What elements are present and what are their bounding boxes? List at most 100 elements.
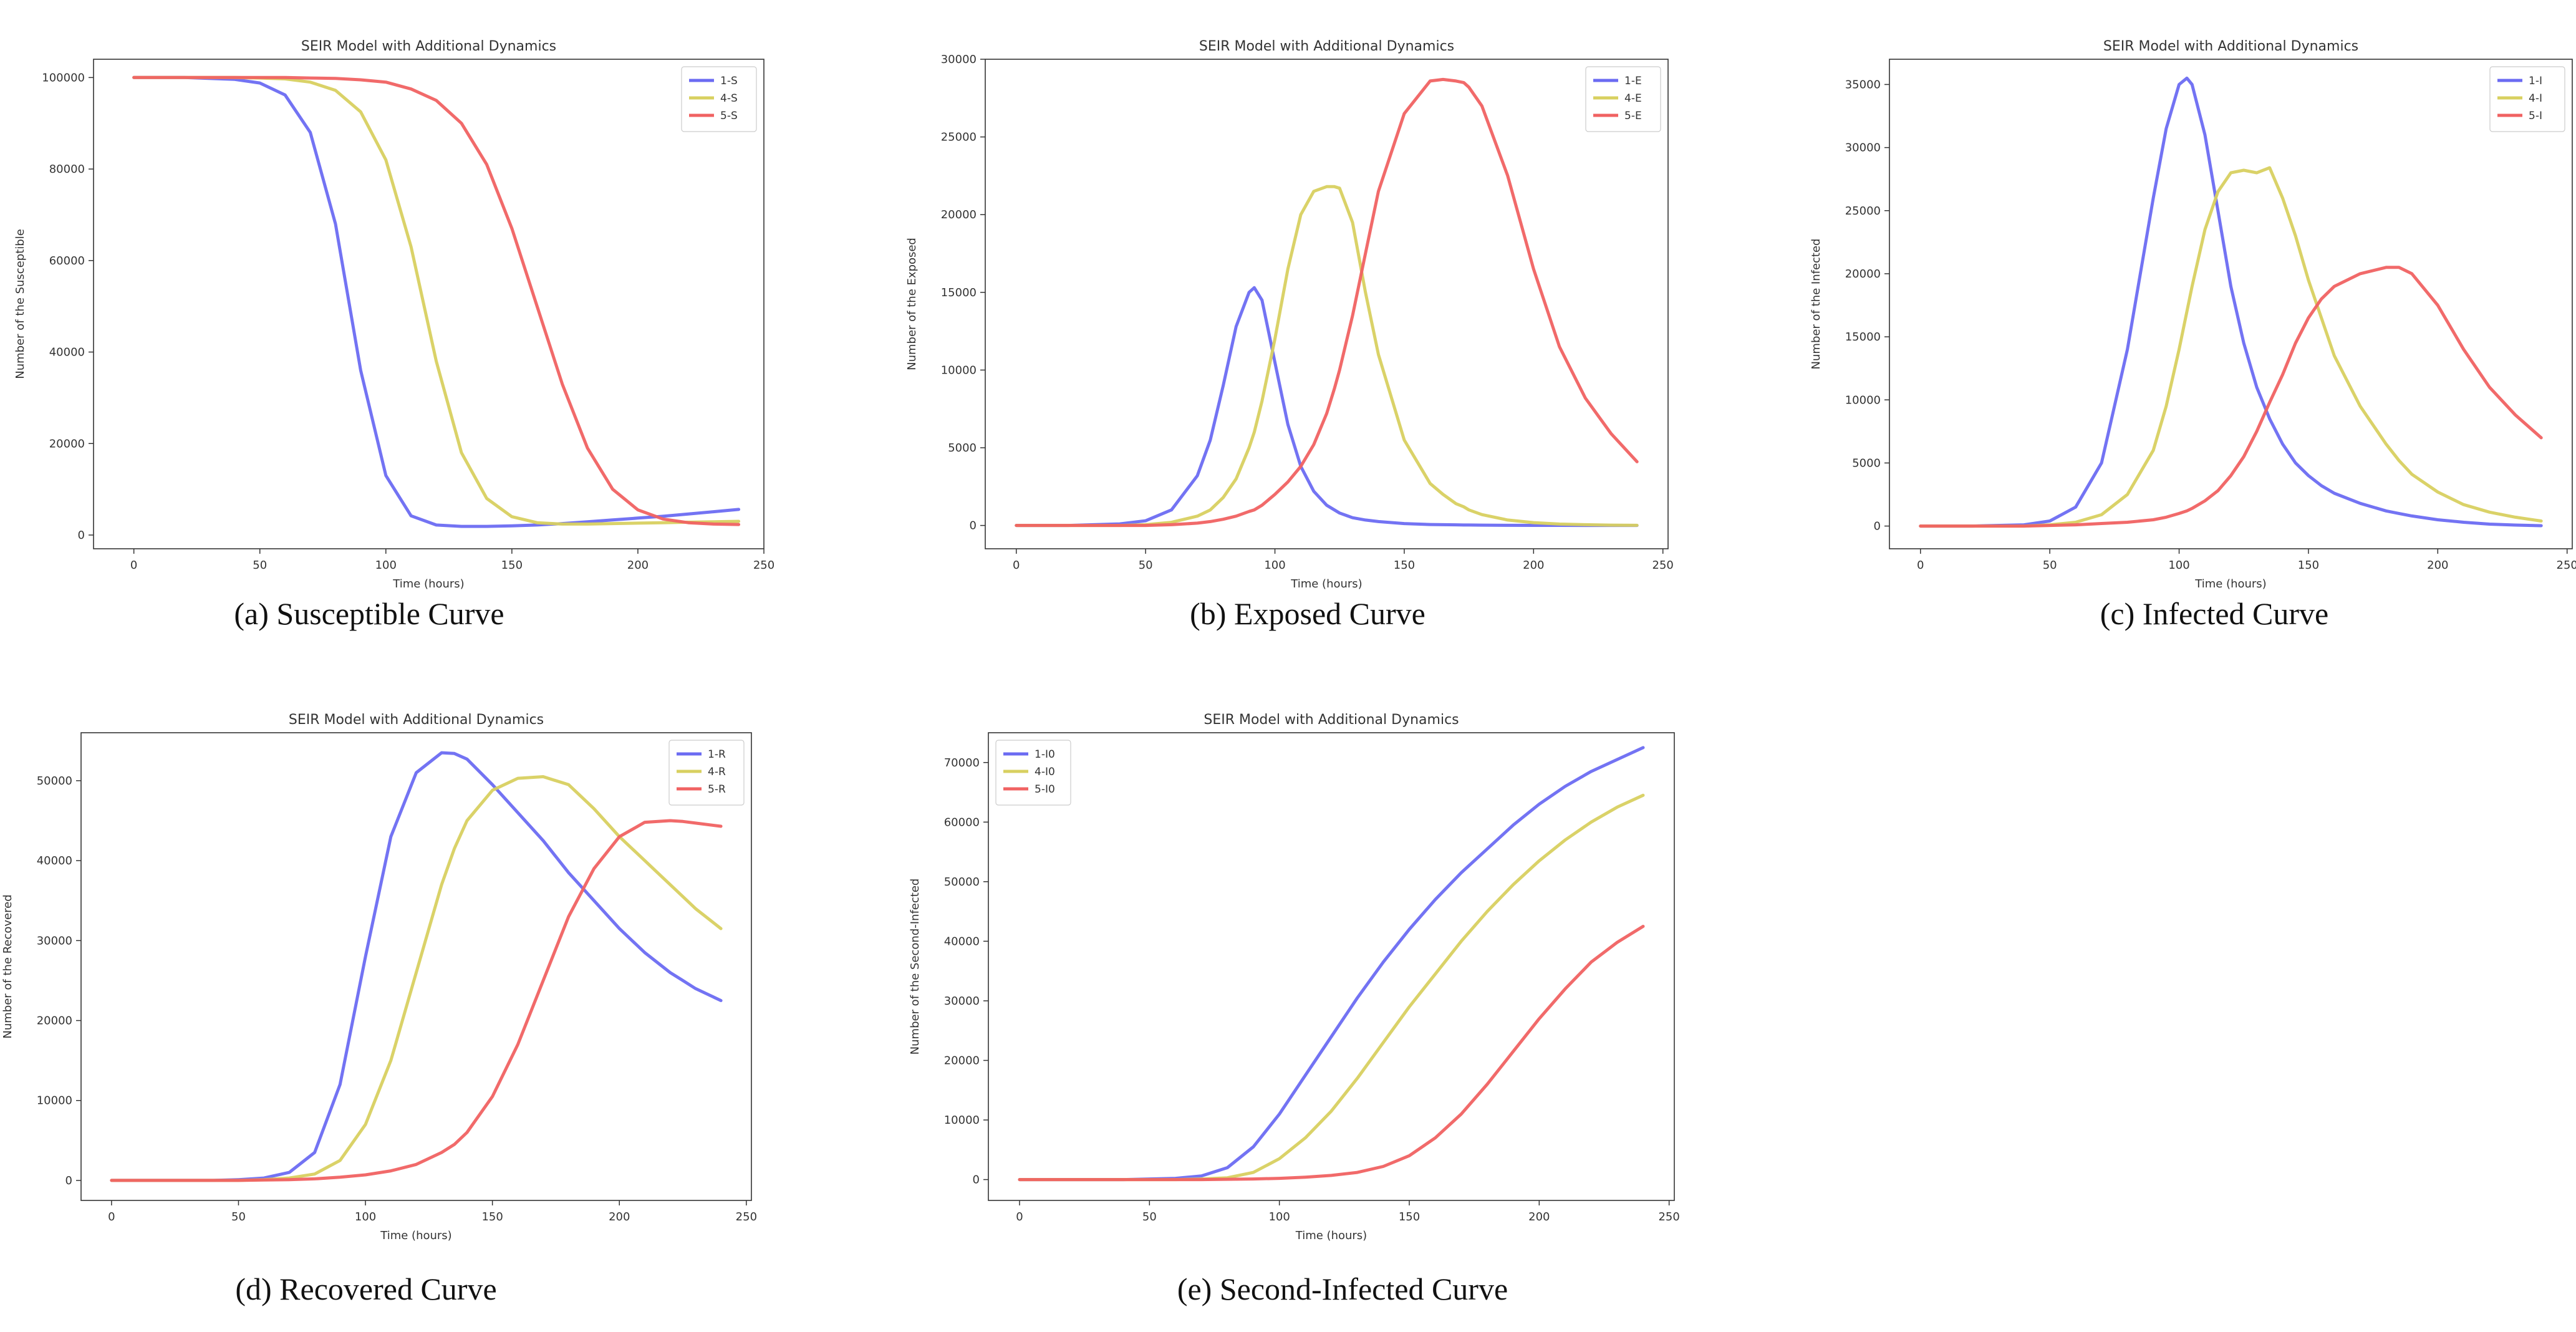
legend-label: 1-I <box>2529 75 2542 87</box>
x-tick-label: 50 <box>1142 1210 1157 1223</box>
x-tick-label: 200 <box>609 1210 630 1223</box>
legend-label: 1-I0 <box>1035 748 1055 761</box>
y-tick-label: 10000 <box>944 1114 980 1127</box>
x-axis-label: Time (hours) <box>2194 577 2266 591</box>
chart-title: SEIR Model with Additional Dynamics <box>1204 712 1459 728</box>
y-axis-label: Number of the Exposed <box>905 238 919 370</box>
y-tick-label: 0 <box>973 1174 980 1187</box>
y-tick-label: 20000 <box>944 1054 980 1067</box>
y-tick-label: 10000 <box>1845 393 1881 407</box>
x-tick-label: 150 <box>1399 1210 1420 1223</box>
y-tick-label: 10000 <box>37 1094 72 1108</box>
legend-label: 4-E <box>1624 92 1642 105</box>
chart-title: SEIR Model with Additional Dynamics <box>289 712 544 728</box>
y-tick-label: 0 <box>65 1174 72 1187</box>
x-tick-label: 100 <box>1264 559 1285 572</box>
x-tick-label: 250 <box>736 1210 757 1223</box>
y-tick-label: 40000 <box>944 935 980 948</box>
x-tick-label: 200 <box>2427 559 2448 572</box>
legend-label: 1-E <box>1624 75 1642 87</box>
series-line-4-i0 <box>1018 793 1645 1182</box>
y-tick-label: 100000 <box>42 71 85 84</box>
y-tick-label: 25000 <box>1845 205 1881 218</box>
x-tick-label: 50 <box>231 1210 246 1223</box>
series-line-5-i <box>1919 266 2543 528</box>
plot-frame <box>80 732 752 1201</box>
x-tick-label: 250 <box>1658 1210 1679 1223</box>
x-tick-label: 50 <box>1139 559 1153 572</box>
y-axis-label: Number of the Susceptible <box>14 229 27 379</box>
x-tick-label: 0 <box>108 1210 115 1223</box>
series-line-4-r <box>110 775 723 1182</box>
legend-label: 5-I0 <box>1035 783 1055 796</box>
caption-e: (e) Second-Infected Curve <box>1177 1272 1508 1306</box>
series-line-4-e <box>1015 185 1639 528</box>
legend-label: 5-R <box>708 783 726 796</box>
y-tick-label: 25000 <box>941 131 977 144</box>
x-tick-label: 0 <box>1016 1210 1023 1223</box>
x-tick-label: 200 <box>627 559 649 572</box>
x-tick-label: 150 <box>481 1210 503 1223</box>
y-tick-label: 40000 <box>37 854 72 867</box>
y-tick-label: 60000 <box>49 254 85 268</box>
chart-second-infected: SEIR Model with Additional Dynamics 0 50 10… <box>909 712 1680 1242</box>
y-tick-label: 30000 <box>37 934 72 947</box>
y-tick-label: 30000 <box>941 53 977 66</box>
caption-b: (b) Exposed Curve <box>1190 596 1425 631</box>
series-line-4-s <box>132 75 741 526</box>
series-line-1-i <box>1919 76 2543 528</box>
x-tick-label: 50 <box>253 559 267 572</box>
chart-infected: SEIR Model with Additional Dynamics 0 50 10… <box>1810 39 2576 591</box>
y-axis-label: Number of the Recovered <box>1 894 14 1038</box>
x-tick-label: 250 <box>2557 559 2576 572</box>
y-tick-label: 80000 <box>49 163 85 176</box>
x-tick-label: 0 <box>1917 559 1924 572</box>
y-tick-label: 35000 <box>1845 78 1881 91</box>
legend-label: 1-S <box>720 75 738 87</box>
series-line-1-s <box>132 75 741 528</box>
legend: 1-R 4-R 5-R <box>668 740 745 806</box>
series-line-1-r <box>110 751 723 1182</box>
caption-d: (d) Recovered Curve <box>235 1272 497 1306</box>
series-line-5-r <box>110 819 723 1182</box>
x-tick-label: 150 <box>501 559 523 572</box>
y-tick-label: 60000 <box>944 816 980 829</box>
y-tick-label: 15000 <box>941 286 977 299</box>
x-axis-label: Time (hours) <box>392 577 464 591</box>
series-line-4-i <box>1919 166 2543 528</box>
y-tick-label: 0 <box>970 519 977 533</box>
y-tick-label: 15000 <box>1845 331 1881 344</box>
series-line-1-i0 <box>1018 746 1645 1182</box>
y-tick-label: 0 <box>1874 520 1881 533</box>
caption-a: (a) Susceptible Curve <box>234 596 504 631</box>
chart-title: SEIR Model with Additional Dynamics <box>1199 39 1454 54</box>
x-tick-label: 200 <box>1528 1210 1550 1223</box>
x-tick-label: 100 <box>375 559 397 572</box>
legend-label: 4-I <box>2529 92 2542 105</box>
y-axis-label: Number of the Second-Infected <box>909 879 922 1055</box>
legend-label: 4-I0 <box>1035 766 1055 778</box>
plot-frame <box>93 59 765 549</box>
y-tick-label: 20000 <box>1845 268 1881 281</box>
y-tick-label: 70000 <box>944 756 980 770</box>
y-tick-label: 40000 <box>49 346 85 359</box>
plot-frame <box>988 732 1675 1201</box>
x-tick-label: 250 <box>753 559 774 572</box>
legend-label: 4-S <box>720 92 738 105</box>
series-line-5-e <box>1015 77 1639 528</box>
series-line-5-i0 <box>1018 925 1645 1182</box>
y-tick-label: 30000 <box>1845 142 1881 155</box>
x-tick-label: 50 <box>2043 559 2057 572</box>
legend-label: 5-I <box>2529 110 2542 122</box>
chart-title: SEIR Model with Additional Dynamics <box>301 39 556 54</box>
x-tick-label: 150 <box>1394 559 1415 572</box>
x-tick-label: 0 <box>130 559 137 572</box>
legend: 1-I 4-I 5-I <box>2489 66 2565 132</box>
chart-recovered: SEIR Model with Additional Dynamics 0 50 10… <box>1 712 757 1242</box>
y-axis-label: Number of the Infected <box>1810 239 1823 370</box>
legend-label: 5-E <box>1624 110 1642 122</box>
caption-c: (c) Infected Curve <box>2100 596 2329 631</box>
y-tick-label: 50000 <box>37 775 72 788</box>
x-tick-label: 100 <box>355 1210 376 1223</box>
